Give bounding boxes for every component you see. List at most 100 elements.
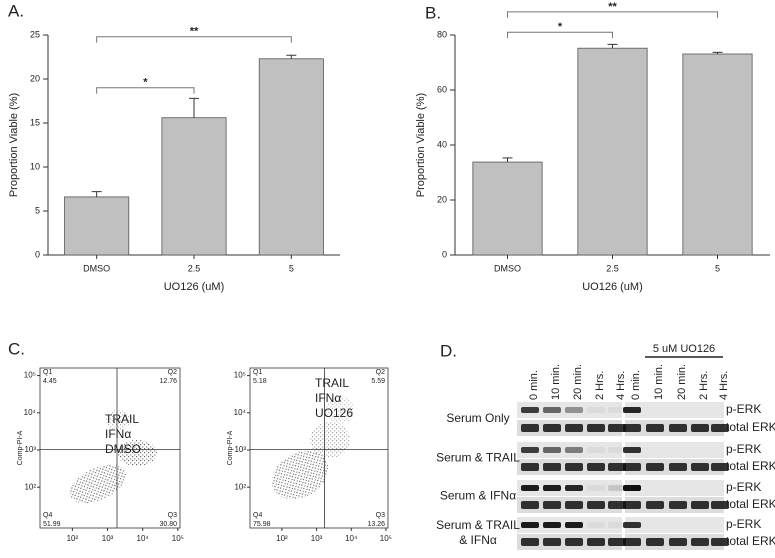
y-axis-label: Proportion Viable (%) bbox=[8, 93, 20, 197]
x-axis-label: UO126 (uM) bbox=[582, 281, 643, 293]
band bbox=[623, 522, 641, 528]
band bbox=[543, 501, 561, 509]
band bbox=[521, 485, 539, 491]
significance-bracket bbox=[507, 11, 718, 18]
x-tick-label: 5 bbox=[715, 263, 720, 273]
quadrant-percent: 30.80 bbox=[159, 521, 177, 528]
band bbox=[646, 463, 664, 471]
y-tick-label: 20 bbox=[30, 73, 40, 83]
quadrant-percent: 75.98 bbox=[253, 521, 271, 528]
band bbox=[521, 522, 539, 528]
band bbox=[521, 538, 539, 546]
bar bbox=[64, 196, 130, 256]
band bbox=[543, 485, 561, 491]
significance-label: * bbox=[558, 21, 563, 33]
band bbox=[543, 424, 561, 432]
bar bbox=[577, 47, 648, 256]
band bbox=[646, 538, 664, 546]
band-label: p-ERK bbox=[726, 480, 761, 494]
band bbox=[691, 424, 709, 432]
band bbox=[711, 424, 729, 432]
quadrant-name: Q1 bbox=[253, 369, 262, 376]
y-tick-label: 10⁵ bbox=[24, 371, 36, 380]
event-cloud bbox=[69, 396, 354, 504]
band-label: total ERK bbox=[726, 497, 775, 511]
band bbox=[543, 447, 561, 453]
condition-label: IFNα bbox=[105, 427, 131, 441]
band bbox=[587, 522, 605, 528]
row-label: Serum & IFNα bbox=[440, 489, 516, 503]
band bbox=[543, 538, 561, 546]
quadrant-percent: 13.26 bbox=[367, 521, 385, 528]
band-label: total ERK bbox=[726, 534, 775, 548]
band-label: total ERK bbox=[726, 420, 775, 434]
x-tick-label: 5 bbox=[289, 263, 294, 273]
band bbox=[565, 485, 583, 491]
band bbox=[521, 424, 539, 432]
band bbox=[543, 522, 561, 528]
band bbox=[623, 501, 641, 509]
significance-label: ** bbox=[608, 1, 617, 13]
y-axis-label: Proportion Viable (%) bbox=[415, 93, 427, 197]
row-label: Serum & TRAIL bbox=[436, 451, 520, 465]
band bbox=[543, 407, 561, 413]
panel-label: A. bbox=[8, 1, 24, 20]
row-label: Serum & TRAIL bbox=[436, 518, 520, 532]
band bbox=[587, 538, 605, 546]
band bbox=[608, 447, 626, 453]
band bbox=[608, 424, 626, 432]
band bbox=[623, 485, 641, 491]
band bbox=[669, 501, 687, 509]
significance-label: ** bbox=[190, 26, 199, 38]
band bbox=[565, 501, 583, 509]
panel-label: D. bbox=[440, 341, 457, 360]
x-tick-label: 10³ bbox=[311, 534, 323, 543]
y-tick-label: 10 bbox=[30, 161, 40, 171]
y-tick-label: 5 bbox=[35, 205, 40, 215]
band-label: p-ERK bbox=[726, 442, 761, 456]
quadrant-percent: 5.18 bbox=[253, 378, 267, 385]
band bbox=[646, 424, 664, 432]
x-tick-label: 2.5 bbox=[606, 263, 619, 273]
y-tick-label: 10⁴ bbox=[234, 408, 247, 417]
lane-label: 4 Hrs. bbox=[615, 371, 627, 400]
quadrant-name: Q4 bbox=[43, 512, 52, 519]
band bbox=[587, 463, 605, 471]
band-label: p-ERK bbox=[726, 402, 761, 416]
x-tick-label: 10² bbox=[276, 534, 288, 543]
band bbox=[608, 501, 626, 509]
panel-label: B. bbox=[425, 3, 441, 22]
x-axis-label: UO126 (uM) bbox=[164, 281, 225, 293]
band bbox=[543, 463, 561, 471]
band bbox=[521, 447, 539, 453]
plot-frame bbox=[39, 367, 181, 529]
y-tick-label: 0 bbox=[35, 249, 40, 259]
significance-bracket bbox=[96, 87, 195, 94]
band bbox=[565, 538, 583, 546]
band bbox=[711, 501, 729, 509]
condition-label: TRAIL bbox=[315, 376, 349, 390]
band-label: total ERK bbox=[726, 459, 775, 473]
quadrant-percent: 4.45 bbox=[43, 378, 57, 385]
quadrant-name: Q1 bbox=[43, 369, 52, 376]
quadrant-name: Q2 bbox=[376, 369, 385, 376]
band bbox=[623, 424, 641, 432]
band bbox=[608, 407, 626, 413]
y-tick-label: 25 bbox=[30, 29, 40, 39]
blot-strip bbox=[625, 442, 724, 458]
band bbox=[669, 538, 687, 546]
band bbox=[691, 463, 709, 471]
lane-label: 2 Hrs. bbox=[698, 371, 710, 400]
significance-label: * bbox=[143, 77, 148, 89]
band bbox=[587, 447, 605, 453]
condition-label: UO126 bbox=[315, 406, 353, 420]
row-label: & IFNα bbox=[459, 533, 497, 547]
quadrant-name: Q3 bbox=[376, 512, 385, 519]
band bbox=[623, 538, 641, 546]
x-tick-label: 10⁵ bbox=[380, 534, 392, 543]
y-tick-label: 0 bbox=[442, 249, 447, 259]
x-tick-label: 2.5 bbox=[188, 263, 201, 273]
y-tick-label: 10² bbox=[24, 482, 36, 491]
band bbox=[691, 538, 709, 546]
